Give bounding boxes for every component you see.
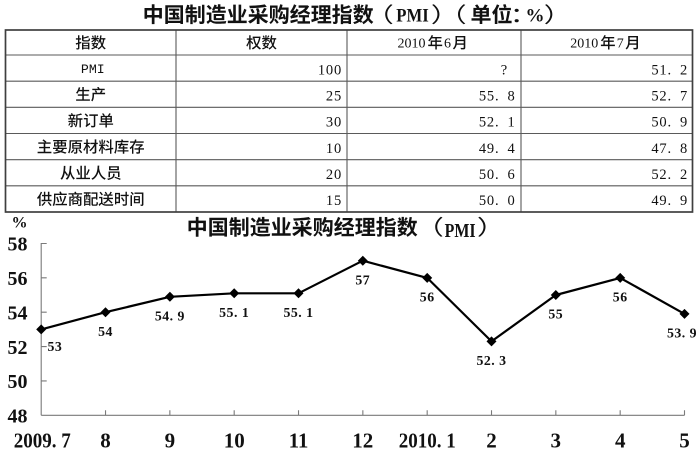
svg-text:55. 1: 55. 1 bbox=[219, 305, 249, 320]
svg-text:49. 9: 49. 9 bbox=[651, 193, 688, 209]
svg-text:56: 56 bbox=[420, 290, 435, 305]
svg-text:2: 2 bbox=[486, 429, 497, 453]
svg-text:2010: 2010 bbox=[398, 37, 426, 52]
svg-text:55. 1: 55. 1 bbox=[283, 305, 313, 320]
svg-text:PMI: PMI bbox=[81, 62, 105, 77]
svg-text:PMI: PMI bbox=[445, 221, 476, 242]
svg-text:2010. 1: 2010. 1 bbox=[399, 429, 456, 453]
svg-text:56: 56 bbox=[613, 290, 628, 305]
svg-text:%: % bbox=[12, 215, 28, 232]
svg-text:57: 57 bbox=[355, 272, 370, 287]
svg-text:2010: 2010 bbox=[570, 37, 598, 52]
svg-text:3: 3 bbox=[551, 429, 562, 453]
svg-text:48: 48 bbox=[8, 406, 28, 428]
svg-text:100: 100 bbox=[318, 62, 342, 78]
svg-text:56: 56 bbox=[8, 268, 28, 290]
svg-text:51. 2: 51. 2 bbox=[651, 62, 688, 78]
svg-text:52. 1: 52. 1 bbox=[479, 115, 516, 131]
svg-text:52: 52 bbox=[8, 337, 28, 359]
svg-text:50. 0: 50. 0 bbox=[479, 193, 516, 209]
svg-text:12: 12 bbox=[352, 429, 373, 453]
svg-text:53: 53 bbox=[48, 339, 63, 354]
svg-text:10: 10 bbox=[224, 429, 245, 453]
svg-text:54: 54 bbox=[8, 302, 28, 324]
svg-text:54: 54 bbox=[98, 324, 113, 339]
svg-text:15: 15 bbox=[326, 193, 342, 209]
svg-text:55: 55 bbox=[548, 307, 563, 322]
svg-text:6: 6 bbox=[444, 37, 451, 52]
svg-text:20: 20 bbox=[326, 167, 342, 183]
svg-text:30: 30 bbox=[326, 115, 342, 131]
svg-text:52. 3: 52. 3 bbox=[476, 353, 506, 368]
svg-text:52. 7: 52. 7 bbox=[651, 89, 688, 105]
svg-text:%: % bbox=[526, 6, 545, 27]
svg-text:5: 5 bbox=[679, 429, 690, 453]
svg-text:PMI: PMI bbox=[396, 6, 429, 27]
svg-text:11: 11 bbox=[289, 429, 309, 453]
svg-text:49. 4: 49. 4 bbox=[479, 141, 516, 157]
svg-text:50: 50 bbox=[8, 371, 28, 393]
svg-text:47. 8: 47. 8 bbox=[651, 141, 688, 157]
svg-text:8: 8 bbox=[100, 429, 111, 453]
svg-text:2009. 7: 2009. 7 bbox=[14, 429, 71, 453]
svg-text:53. 9: 53. 9 bbox=[667, 326, 697, 341]
svg-text:4: 4 bbox=[615, 429, 626, 453]
svg-text:?: ? bbox=[501, 62, 508, 78]
svg-text:52. 2: 52. 2 bbox=[651, 167, 688, 183]
svg-text:58: 58 bbox=[8, 234, 28, 256]
svg-text:54. 9: 54. 9 bbox=[155, 308, 185, 323]
svg-text:9: 9 bbox=[165, 429, 176, 453]
svg-text:25: 25 bbox=[326, 89, 342, 105]
svg-text:55. 8: 55. 8 bbox=[479, 89, 516, 105]
svg-text:50. 9: 50. 9 bbox=[651, 115, 688, 131]
svg-text:10: 10 bbox=[326, 141, 342, 157]
svg-text:7: 7 bbox=[617, 37, 624, 52]
svg-text:50. 6: 50. 6 bbox=[479, 167, 516, 183]
